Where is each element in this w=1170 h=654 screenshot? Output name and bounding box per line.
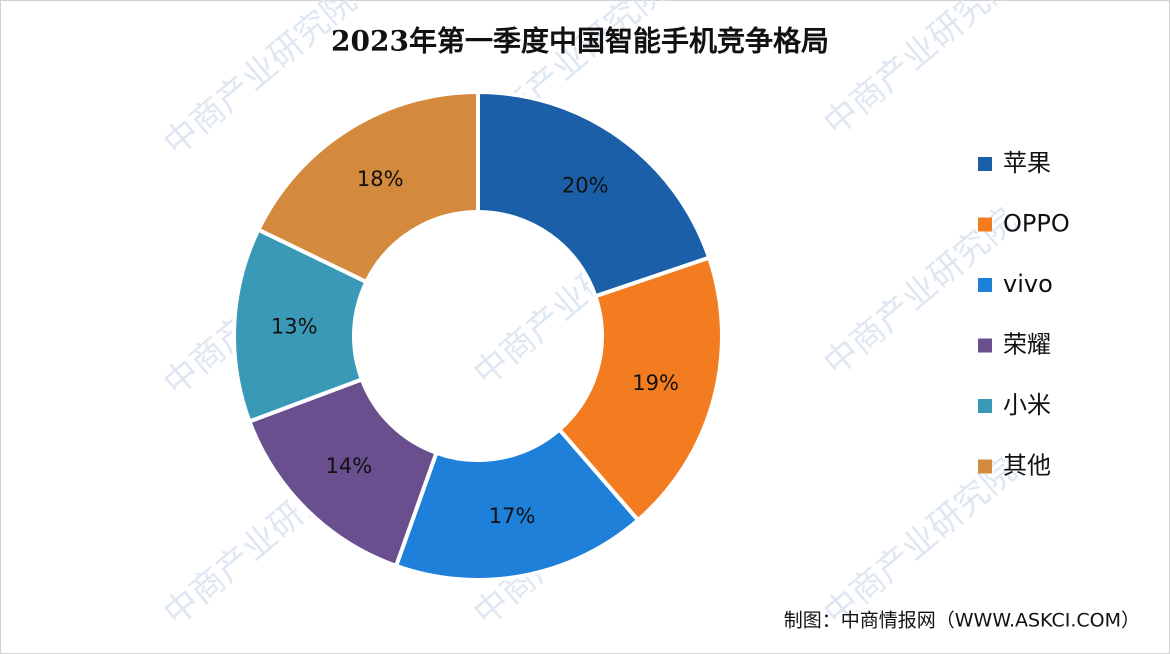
legend-label: 荣耀 xyxy=(1003,331,1051,359)
legend-label: 小米 xyxy=(1003,391,1051,419)
donut-slice xyxy=(255,89,480,285)
legend-swatch xyxy=(978,157,992,171)
legend-label: 苹果 xyxy=(1003,149,1051,177)
source: 制图：中商情报网（WWW.ASKCI.COM） xyxy=(784,610,1140,632)
donut-slice xyxy=(393,426,641,582)
legend-swatch xyxy=(978,399,992,413)
data-label: 18% xyxy=(357,167,404,191)
data-label: 17% xyxy=(489,504,536,528)
donut-slice xyxy=(476,89,712,299)
data-label: 14% xyxy=(326,454,373,478)
data-label: 20% xyxy=(562,173,609,197)
donut-slice xyxy=(232,226,370,425)
chart-title: 2023年第一季度中国智能手机竞争格局 xyxy=(331,25,829,58)
legend-swatch xyxy=(978,278,992,292)
legend-swatch xyxy=(978,459,992,474)
legend-swatch xyxy=(978,217,992,232)
legend-label: vivo xyxy=(1003,270,1053,298)
donut-slice xyxy=(246,376,439,569)
donut-slice xyxy=(556,255,724,523)
data-label: 19% xyxy=(632,371,679,395)
data-label: 13% xyxy=(271,314,318,338)
legend-label: OPPO xyxy=(1003,210,1070,238)
legend-swatch xyxy=(978,338,992,353)
legend-label: 其他 xyxy=(1003,452,1051,480)
